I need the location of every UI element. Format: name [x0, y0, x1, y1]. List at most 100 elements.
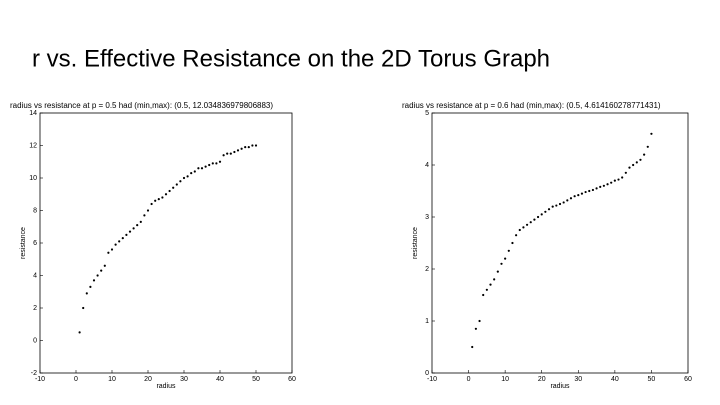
- point: [154, 199, 157, 202]
- point: [226, 152, 229, 155]
- point: [200, 167, 204, 170]
- point: [478, 319, 481, 323]
- point: [610, 181, 613, 184]
- point: [218, 160, 222, 163]
- point: [635, 161, 638, 164]
- x-tick-label: 30: [574, 376, 582, 383]
- point: [606, 183, 609, 186]
- y-tick-label: 12: [29, 142, 37, 149]
- x-tick-label: 60: [288, 376, 296, 383]
- point: [110, 248, 114, 251]
- point: [632, 163, 635, 167]
- x-tick-label: 40: [216, 376, 224, 383]
- point: [588, 189, 591, 193]
- x-tick-label: 50: [648, 376, 656, 383]
- point: [240, 147, 243, 150]
- point: [529, 221, 532, 224]
- point: [182, 176, 186, 180]
- point: [197, 167, 200, 170]
- point: [136, 224, 139, 227]
- point: [613, 179, 616, 182]
- x-axis-label: radius: [156, 383, 176, 390]
- point: [125, 233, 128, 236]
- chart-title: radius vs resistance at p = 0.6 had (min…: [402, 101, 661, 110]
- point: [247, 146, 250, 149]
- slide-title: r vs. Effective Resistance on the 2D Tor…: [32, 45, 550, 72]
- point: [175, 183, 178, 186]
- x-tick-label: 0: [467, 376, 471, 383]
- point: [121, 237, 124, 240]
- point: [536, 215, 540, 219]
- point: [204, 165, 207, 168]
- point: [179, 180, 182, 183]
- y-tick-label: 14: [29, 110, 37, 117]
- point: [544, 210, 547, 213]
- point: [558, 202, 562, 206]
- x-tick-label: 0: [74, 376, 78, 383]
- y-tick-label: 0: [425, 370, 429, 377]
- point: [85, 292, 88, 295]
- point: [132, 227, 135, 230]
- x-tick-label: 10: [501, 376, 509, 383]
- point: [628, 166, 631, 169]
- point: [82, 306, 85, 310]
- x-tick-label: 60: [684, 376, 692, 383]
- point: [114, 243, 117, 246]
- point: [168, 189, 171, 193]
- point: [595, 187, 598, 190]
- x-tick-label: 40: [611, 376, 619, 383]
- point: [96, 274, 99, 277]
- point: [650, 132, 653, 135]
- point: [236, 149, 240, 152]
- point: [107, 251, 110, 254]
- y-tick-label: 2: [425, 266, 429, 273]
- point: [161, 196, 164, 199]
- point: [646, 145, 649, 148]
- point: [146, 209, 150, 212]
- point: [78, 331, 81, 334]
- y-axis-label: resistance: [20, 227, 27, 259]
- point: [208, 163, 211, 167]
- point: [639, 158, 642, 161]
- point: [511, 241, 514, 245]
- point: [525, 223, 529, 226]
- point: [100, 269, 103, 272]
- point: [103, 264, 106, 267]
- point: [222, 154, 225, 157]
- point: [229, 152, 232, 155]
- point: [507, 249, 510, 252]
- point: [566, 199, 569, 202]
- point: [474, 327, 477, 330]
- point: [193, 170, 196, 173]
- point: [518, 228, 521, 232]
- point: [500, 262, 503, 265]
- point: [251, 144, 254, 147]
- point: [496, 270, 499, 273]
- point: [172, 186, 175, 189]
- plot-frame: [431, 112, 689, 374]
- point: [599, 185, 602, 188]
- point: [211, 162, 214, 165]
- point: [591, 188, 595, 192]
- point: [186, 175, 189, 178]
- point: [573, 195, 576, 198]
- point: [471, 345, 474, 349]
- x-tick-label: 20: [538, 376, 546, 383]
- point: [580, 192, 584, 195]
- y-tick-label: 6: [33, 240, 37, 247]
- point: [139, 220, 142, 223]
- x-tick-label: 50: [252, 376, 260, 383]
- point: [551, 205, 554, 208]
- point: [621, 176, 624, 179]
- point: [562, 201, 565, 204]
- y-tick-label: 4: [425, 162, 429, 169]
- point: [555, 204, 558, 207]
- point: [569, 197, 573, 200]
- point: [190, 172, 193, 175]
- x-axis-label: radius: [550, 383, 570, 390]
- point: [540, 213, 543, 216]
- x-tick-label: 30: [180, 376, 188, 383]
- y-tick-label: -2: [31, 370, 37, 377]
- x-tick-label: -10: [35, 376, 45, 383]
